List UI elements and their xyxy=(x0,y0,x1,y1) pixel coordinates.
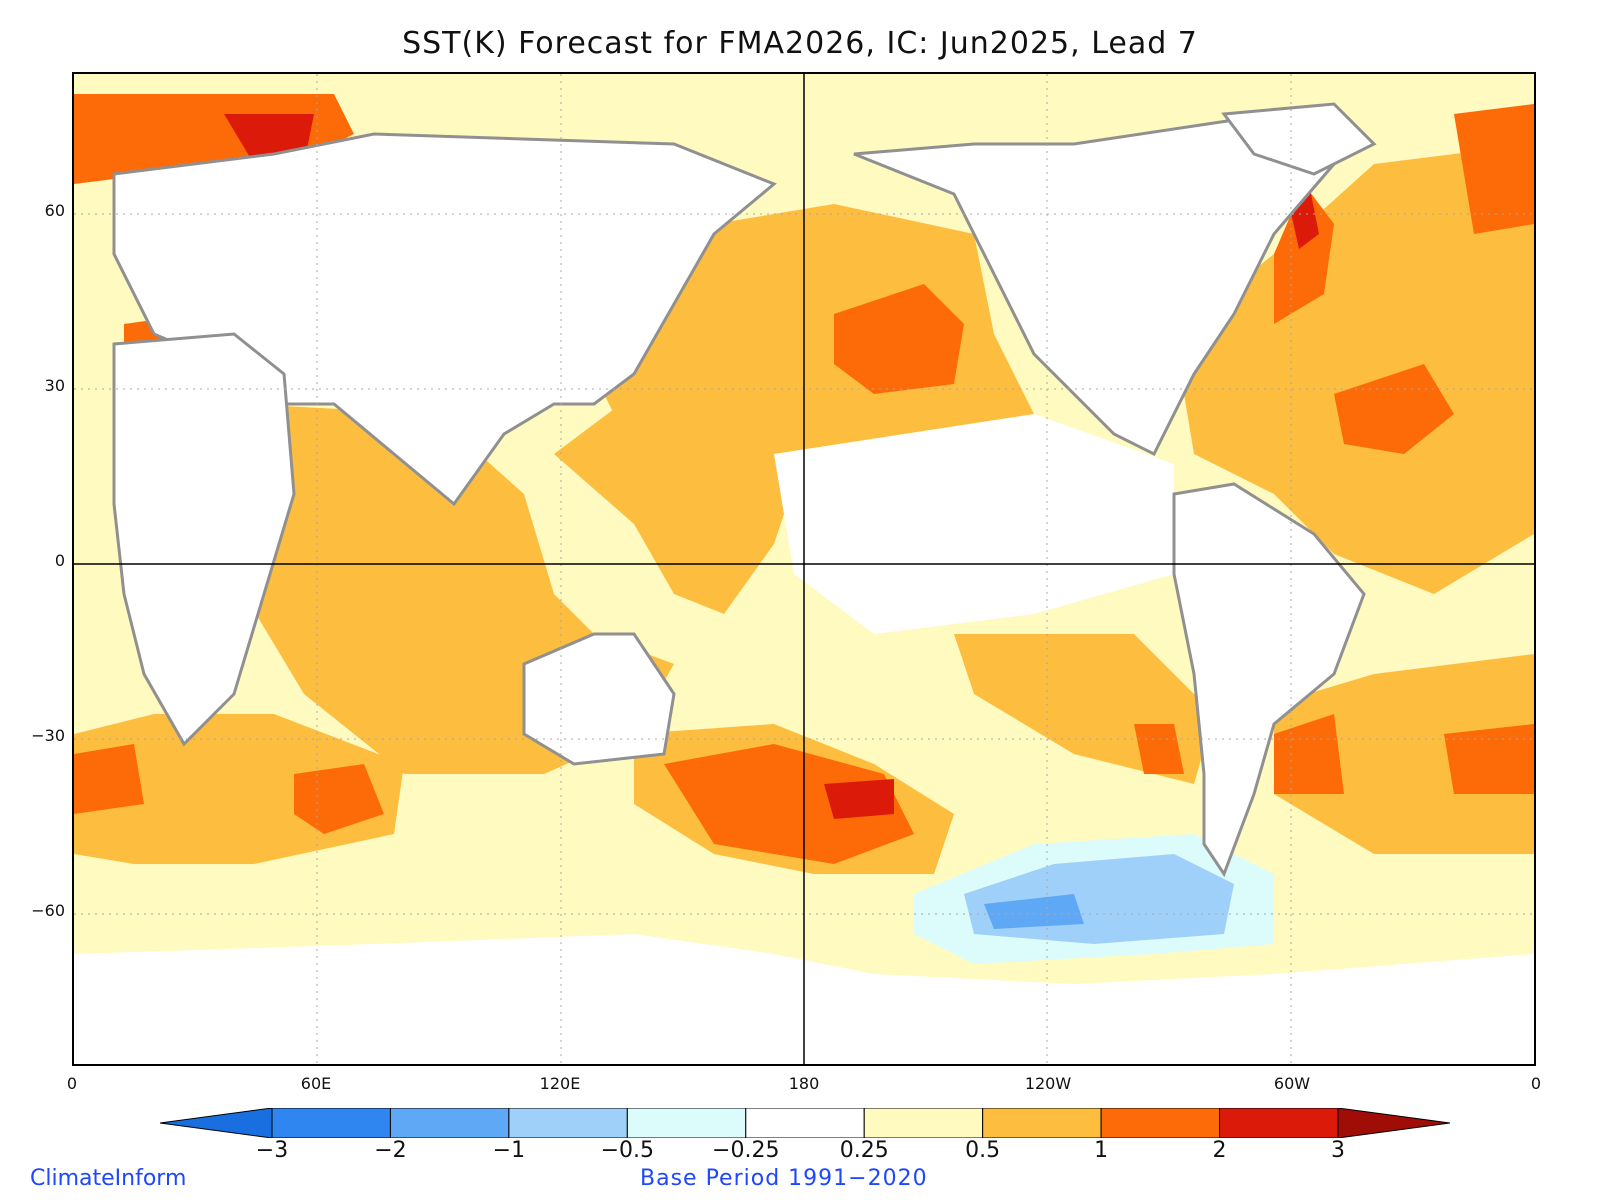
lat-label-equator: 0 xyxy=(54,551,65,570)
lon-label-180: 180 xyxy=(788,1074,820,1093)
lat-label-30s: −30 xyxy=(31,726,65,745)
colorbar xyxy=(160,1108,1450,1138)
colorbar-min-arrow xyxy=(160,1108,273,1138)
lat-label-60n: 60 xyxy=(44,201,65,220)
agulhas-warm xyxy=(74,744,144,814)
colorbar-tick-label: 2 xyxy=(1212,1138,1227,1163)
lon-label-0-east: 0 xyxy=(1530,1074,1542,1093)
lon-label-120e: 120E xyxy=(539,1074,581,1093)
south-america-land xyxy=(1172,482,1366,878)
north-atlantic-warm-region xyxy=(1174,144,1534,594)
colorbar-tick-label: 0.5 xyxy=(965,1138,1001,1163)
source-credit: ClimateInform xyxy=(30,1166,187,1191)
greenland-land xyxy=(1221,102,1377,176)
lon-label-60e: 60E xyxy=(300,1074,332,1093)
continents xyxy=(112,102,1377,878)
lon-label-60w: 60W xyxy=(1273,1074,1311,1093)
base-period-note: Base Period 1991−2020 xyxy=(640,1166,928,1191)
south-pacific-core xyxy=(824,779,894,819)
colorbar-tick-label: −3 xyxy=(255,1138,289,1163)
tasman-sea-anomaly xyxy=(664,744,914,864)
lon-label-120w: 120W xyxy=(1024,1074,1072,1093)
lat-label-30n: 30 xyxy=(44,376,65,395)
colorbar-tick-label: −1 xyxy=(492,1138,526,1163)
australia-land xyxy=(522,632,676,766)
south-atlantic-warm-region xyxy=(1274,654,1534,854)
north-atlantic-anomaly-core xyxy=(1334,364,1454,454)
map-canvas xyxy=(74,74,1534,1064)
colorbar-bin-6 xyxy=(982,1108,1102,1138)
colorbar-bin-3 xyxy=(626,1108,747,1138)
colorbar-bin-0 xyxy=(271,1108,391,1138)
north-america-land xyxy=(853,112,1337,457)
colorbar-max-arrow xyxy=(1337,1108,1450,1138)
colorbar-bin-2 xyxy=(508,1108,628,1138)
map-title: SST(K) Forecast for FMA2026, IC: Jun2025… xyxy=(402,26,1198,61)
colorbar-bin-5 xyxy=(863,1108,984,1138)
colorbar-bin-7 xyxy=(1100,1108,1221,1138)
colorbar-tick-label: −0.25 xyxy=(712,1138,780,1163)
southern-ocean-coldest xyxy=(984,894,1084,929)
lat-label-60s: −60 xyxy=(31,901,65,920)
north-pacific-warm-region xyxy=(594,204,1034,464)
north-pacific-anomaly-core xyxy=(834,284,964,394)
labrador-sea-warm xyxy=(1274,184,1334,324)
colorbar-bin-1 xyxy=(389,1108,510,1138)
central-pacific-neutral xyxy=(774,414,1174,634)
colorbar-bin-4 xyxy=(745,1108,865,1138)
colorbar-tick-label: −2 xyxy=(374,1138,407,1163)
south-atlantic-core xyxy=(1444,724,1534,794)
equator-and-dateline xyxy=(74,74,1534,1064)
colorbar-bin-8 xyxy=(1219,1108,1339,1138)
colorbar-tick-label: −0.5 xyxy=(600,1138,655,1163)
southeast-pacific-core xyxy=(1134,724,1184,774)
northeast-atlantic-warm xyxy=(1454,104,1534,234)
colorbar-tick-label: 0.25 xyxy=(839,1138,889,1163)
sst-anomaly-map xyxy=(72,72,1536,1066)
colorbar-tick-label: 3 xyxy=(1331,1138,1345,1163)
lon-label-0-west: 0 xyxy=(66,1074,78,1093)
colorbar-tick-label: 1 xyxy=(1094,1138,1109,1163)
